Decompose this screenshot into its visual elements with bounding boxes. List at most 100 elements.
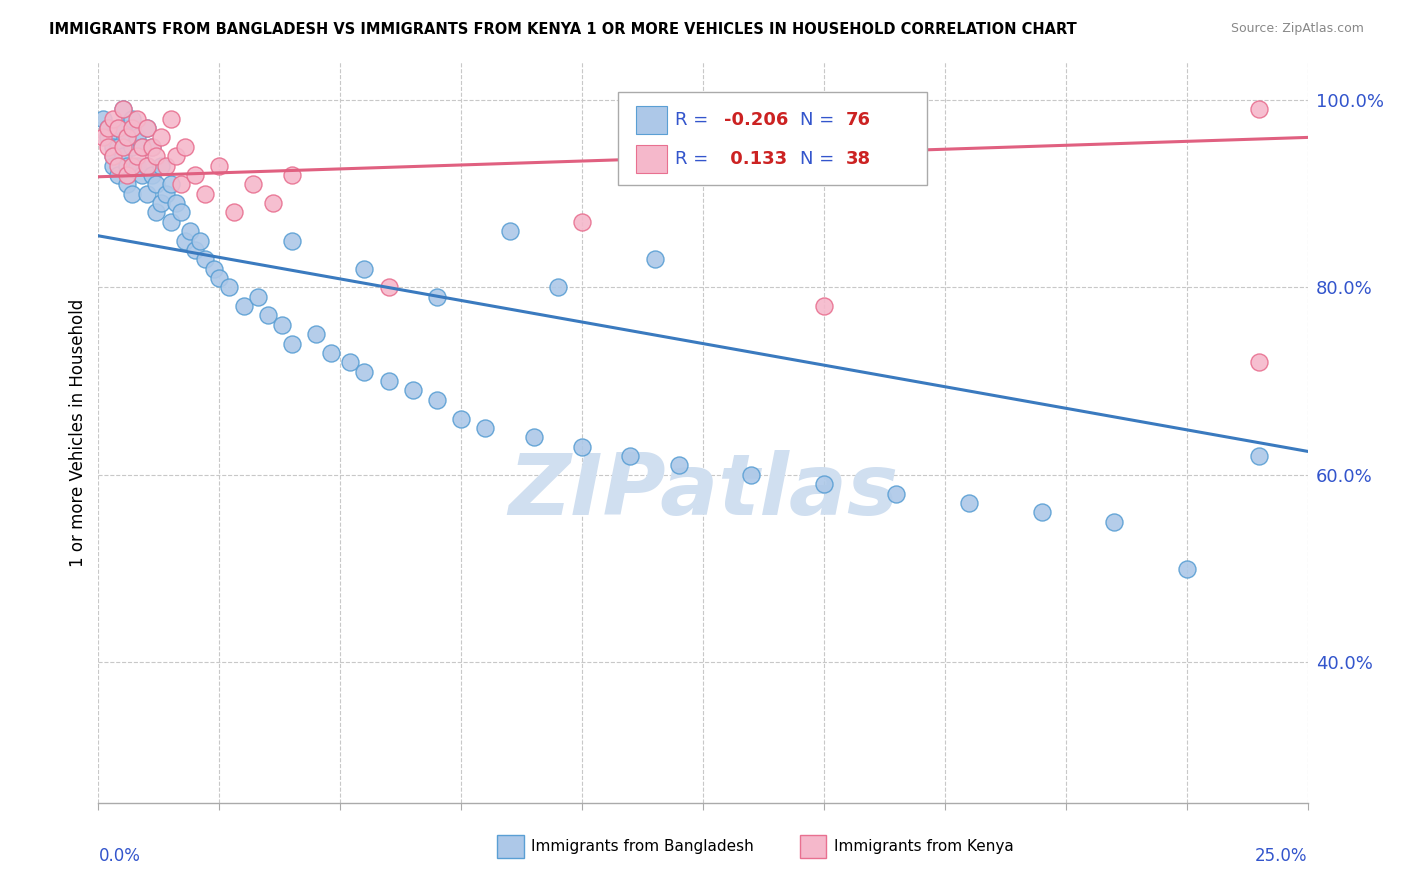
Point bbox=[150, 159, 173, 173]
Bar bbox=[637, 145, 666, 173]
Point bbox=[117, 168, 139, 182]
Point bbox=[571, 215, 593, 229]
Point bbox=[141, 168, 163, 182]
Point bbox=[208, 271, 231, 285]
Text: 0.133: 0.133 bbox=[724, 151, 787, 169]
Point bbox=[107, 140, 129, 154]
Point bbox=[97, 130, 120, 145]
Point bbox=[135, 121, 157, 136]
Point bbox=[160, 215, 183, 229]
Point bbox=[101, 140, 124, 154]
Point bbox=[121, 186, 143, 201]
Point bbox=[135, 121, 157, 136]
Bar bbox=[800, 835, 827, 858]
Point bbox=[426, 290, 449, 304]
Point bbox=[208, 159, 231, 173]
Point bbox=[169, 205, 191, 219]
Point bbox=[111, 103, 134, 117]
Point bbox=[184, 168, 207, 182]
Point bbox=[194, 186, 217, 201]
Point bbox=[1102, 515, 1125, 529]
Point bbox=[547, 280, 569, 294]
FancyBboxPatch shape bbox=[619, 92, 927, 185]
Point bbox=[150, 130, 173, 145]
Point bbox=[1031, 505, 1053, 519]
Y-axis label: 1 or more Vehicles in Household: 1 or more Vehicles in Household bbox=[69, 299, 87, 566]
Point bbox=[155, 159, 177, 173]
Point bbox=[218, 280, 240, 294]
Point bbox=[194, 252, 217, 267]
Point bbox=[121, 159, 143, 173]
Point bbox=[121, 121, 143, 136]
Point bbox=[179, 224, 201, 238]
Point bbox=[101, 149, 124, 163]
Point bbox=[160, 112, 183, 126]
Point bbox=[957, 496, 980, 510]
Point bbox=[165, 149, 187, 163]
Point bbox=[174, 234, 197, 248]
Point bbox=[117, 130, 139, 145]
Point bbox=[155, 186, 177, 201]
Text: Immigrants from Bangladesh: Immigrants from Bangladesh bbox=[531, 839, 754, 854]
Point bbox=[127, 149, 149, 163]
Point bbox=[305, 327, 328, 342]
Point bbox=[523, 430, 546, 444]
Text: -0.206: -0.206 bbox=[724, 112, 787, 129]
Point bbox=[377, 280, 399, 294]
Point bbox=[740, 467, 762, 482]
Point bbox=[145, 205, 167, 219]
Point bbox=[813, 477, 835, 491]
Point bbox=[127, 159, 149, 173]
Point bbox=[247, 290, 270, 304]
Point bbox=[127, 112, 149, 126]
Point bbox=[184, 243, 207, 257]
Point bbox=[160, 178, 183, 192]
Point bbox=[644, 252, 666, 267]
Point bbox=[91, 112, 114, 126]
Text: N =: N = bbox=[800, 151, 839, 169]
Point bbox=[571, 440, 593, 454]
Point bbox=[668, 458, 690, 473]
Point bbox=[242, 178, 264, 192]
Point bbox=[169, 178, 191, 192]
Point bbox=[141, 140, 163, 154]
Text: 76: 76 bbox=[845, 112, 870, 129]
Point bbox=[188, 234, 211, 248]
Point bbox=[97, 121, 120, 136]
Point bbox=[107, 121, 129, 136]
Bar bbox=[637, 106, 666, 135]
Text: R =: R = bbox=[675, 112, 714, 129]
Text: 0.0%: 0.0% bbox=[98, 847, 141, 865]
Point bbox=[107, 168, 129, 182]
Point bbox=[117, 159, 139, 173]
Point bbox=[111, 121, 134, 136]
Bar bbox=[498, 835, 524, 858]
Point bbox=[131, 168, 153, 182]
Point bbox=[232, 299, 254, 313]
Point bbox=[619, 449, 641, 463]
Point bbox=[107, 159, 129, 173]
Point bbox=[281, 336, 304, 351]
Point bbox=[450, 411, 472, 425]
Point bbox=[91, 130, 114, 145]
Text: Source: ZipAtlas.com: Source: ZipAtlas.com bbox=[1230, 22, 1364, 36]
Text: 25.0%: 25.0% bbox=[1256, 847, 1308, 865]
Point bbox=[281, 168, 304, 182]
Point bbox=[101, 159, 124, 173]
Point bbox=[145, 178, 167, 192]
Point bbox=[474, 421, 496, 435]
Point bbox=[204, 261, 226, 276]
Point bbox=[101, 112, 124, 126]
Point bbox=[131, 140, 153, 154]
Point bbox=[111, 103, 134, 117]
Text: IMMIGRANTS FROM BANGLADESH VS IMMIGRANTS FROM KENYA 1 OR MORE VEHICLES IN HOUSEH: IMMIGRANTS FROM BANGLADESH VS IMMIGRANTS… bbox=[49, 22, 1077, 37]
Text: Immigrants from Kenya: Immigrants from Kenya bbox=[834, 839, 1014, 854]
Point bbox=[121, 140, 143, 154]
Point bbox=[131, 140, 153, 154]
Text: ZIPatlas: ZIPatlas bbox=[508, 450, 898, 533]
Point bbox=[127, 130, 149, 145]
Point bbox=[107, 121, 129, 136]
Point bbox=[111, 149, 134, 163]
Point bbox=[150, 196, 173, 211]
Point bbox=[135, 159, 157, 173]
